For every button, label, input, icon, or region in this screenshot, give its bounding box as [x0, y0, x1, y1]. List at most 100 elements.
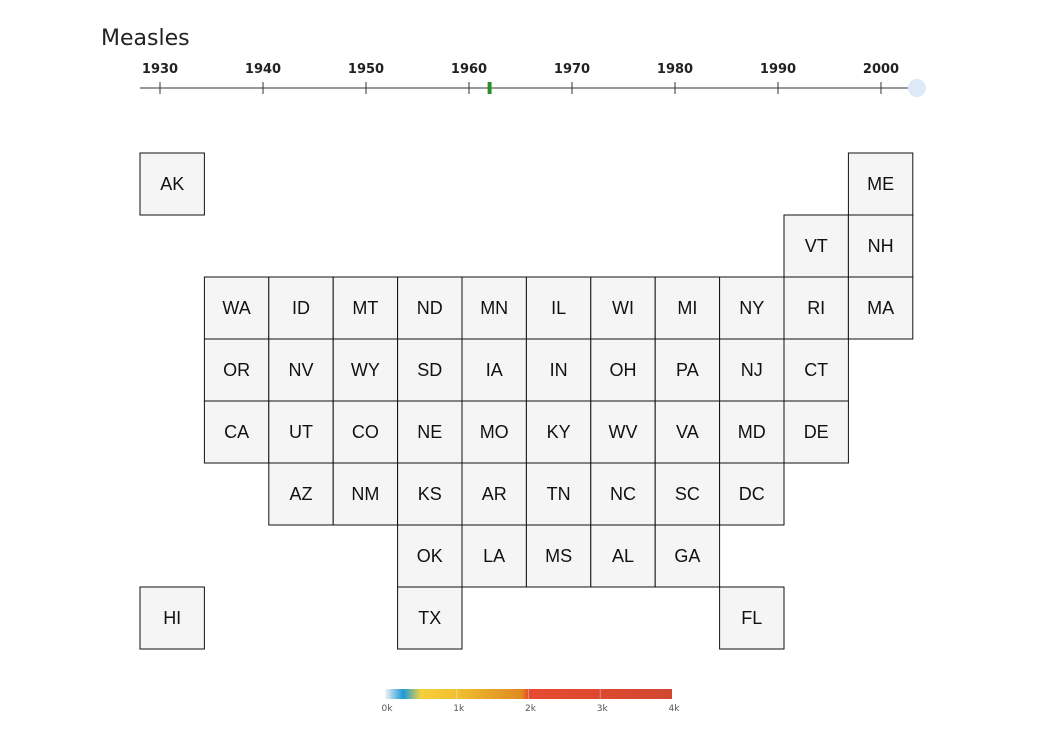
- state-tile-label: ID: [292, 298, 310, 318]
- state-tile-label: NE: [417, 422, 442, 442]
- state-tile-rect: [590, 276, 656, 340]
- state-tile-rect: [332, 338, 399, 402]
- state-tile-md[interactable]: MD: [719, 400, 785, 464]
- state-tile-sd[interactable]: SD: [397, 338, 463, 402]
- state-tile-co[interactable]: CO: [332, 400, 399, 464]
- state-tile-ia[interactable]: IA: [461, 338, 527, 402]
- timeline-tick-label: 1970: [554, 62, 590, 77]
- state-tile-rect: [397, 276, 463, 340]
- state-tile-label: CA: [224, 422, 249, 442]
- state-tile-wi[interactable]: WI: [590, 276, 656, 340]
- state-tile-ny[interactable]: NY: [719, 276, 785, 340]
- state-tile-ak[interactable]: AK: [139, 152, 205, 216]
- state-tile-rect: [203, 276, 270, 340]
- state-tile-tn[interactable]: TN: [525, 462, 592, 526]
- state-tile-label: AK: [160, 174, 184, 194]
- state-tile-label: WA: [222, 298, 250, 318]
- timeline-tick-label: 1980: [657, 62, 693, 77]
- timeline-tick-label: 1990: [760, 62, 796, 77]
- state-tile-rect: [397, 586, 463, 650]
- state-tile-va[interactable]: VA: [654, 400, 721, 464]
- state-tile-rect: [719, 400, 785, 464]
- state-tile-nd[interactable]: ND: [397, 276, 463, 340]
- state-tile-pa[interactable]: PA: [654, 338, 721, 402]
- legend-label: 1k: [453, 704, 465, 714]
- state-tile-label: NH: [868, 236, 894, 256]
- state-tile-label: LA: [483, 546, 505, 566]
- state-tile-rect: [654, 276, 721, 340]
- state-tile-label: IA: [486, 360, 503, 380]
- state-tile-fl[interactable]: FL: [719, 586, 785, 650]
- state-tile-rect: [783, 400, 849, 464]
- state-tile-nj[interactable]: NJ: [719, 338, 785, 402]
- state-tile-label: VT: [805, 236, 828, 256]
- state-tile-dc[interactable]: DC: [719, 462, 785, 526]
- state-tile-rect: [590, 462, 656, 526]
- state-tile-mi[interactable]: MI: [654, 276, 721, 340]
- state-tile-label: CT: [804, 360, 828, 380]
- state-tile-label: NM: [351, 484, 379, 504]
- timeline-tick-label: 2000: [863, 62, 899, 77]
- legend-colorbar: [385, 689, 672, 699]
- state-tile-or[interactable]: OR: [203, 338, 270, 402]
- state-tile-il[interactable]: IL: [525, 276, 592, 340]
- state-tile-rect: [654, 524, 721, 588]
- state-tile-label: CO: [352, 422, 379, 442]
- state-tile-rect: [461, 338, 527, 402]
- state-tile-rect: [719, 462, 785, 526]
- state-tile-ks[interactable]: KS: [397, 462, 463, 526]
- state-tile-label: PA: [676, 360, 699, 380]
- state-tile-tx[interactable]: TX: [397, 586, 463, 650]
- timeline-tick-label: 1960: [451, 62, 487, 77]
- state-tile-de[interactable]: DE: [783, 400, 849, 464]
- timeline-tick-label: 1940: [245, 62, 281, 77]
- state-tile-rect: [719, 586, 785, 650]
- legend-label: 4k: [669, 704, 681, 714]
- state-tile-label: MT: [352, 298, 378, 318]
- state-tile-ms[interactable]: MS: [525, 524, 592, 588]
- state-tile-label: RI: [807, 298, 825, 318]
- timeline-play-handle[interactable]: [907, 79, 926, 97]
- timeline-slider[interactable]: 1930 1940 1950 1960 1970 1980 1990 2000: [0, 0, 1050, 120]
- state-tile-label: AL: [612, 546, 634, 566]
- state-tile-az[interactable]: AZ: [268, 462, 334, 526]
- state-tile-ma[interactable]: MA: [847, 276, 914, 340]
- state-tile-rect: [268, 276, 334, 340]
- state-tile-nc[interactable]: NC: [590, 462, 656, 526]
- state-tile-mt[interactable]: MT: [332, 276, 399, 340]
- state-tile-id[interactable]: ID: [268, 276, 334, 340]
- state-tile-label: MO: [480, 422, 509, 442]
- state-tile-rect: [783, 214, 849, 278]
- state-tile-in[interactable]: IN: [525, 338, 592, 402]
- state-tile-label: MA: [867, 298, 894, 318]
- state-tile-rect: [654, 338, 721, 402]
- state-tile-al[interactable]: AL: [590, 524, 656, 588]
- state-tile-label: MD: [738, 422, 766, 442]
- state-tile-label: HI: [163, 608, 181, 628]
- state-tile-label: WV: [609, 422, 638, 442]
- state-tile-nv[interactable]: NV: [268, 338, 334, 402]
- state-tile-oh[interactable]: OH: [590, 338, 656, 402]
- state-tile-me[interactable]: ME: [847, 152, 914, 216]
- state-tile-la[interactable]: LA: [461, 524, 527, 588]
- state-tile-label: SC: [675, 484, 700, 504]
- state-tile-hi[interactable]: HI: [139, 586, 205, 650]
- state-tile-label: GA: [674, 546, 700, 566]
- state-tile-ca[interactable]: CA: [203, 400, 270, 464]
- chart-title: Measles: [101, 26, 190, 51]
- state-tile-wa[interactable]: WA: [203, 276, 270, 340]
- state-tile-label: ND: [417, 298, 443, 318]
- state-tile-rect: [461, 462, 527, 526]
- state-tile-label: OH: [610, 360, 637, 380]
- state-tile-ga[interactable]: GA: [654, 524, 721, 588]
- state-tile-wy[interactable]: WY: [332, 338, 399, 402]
- legend-label: 0k: [382, 704, 394, 714]
- state-tile-mn[interactable]: MN: [461, 276, 527, 340]
- state-tile-ky[interactable]: KY: [525, 400, 592, 464]
- state-tile-nh[interactable]: NH: [847, 214, 914, 278]
- state-tile-ar[interactable]: AR: [461, 462, 527, 526]
- state-tile-label: AZ: [289, 484, 312, 504]
- state-tile-label: DC: [739, 484, 765, 504]
- state-tile-vt[interactable]: VT: [783, 214, 849, 278]
